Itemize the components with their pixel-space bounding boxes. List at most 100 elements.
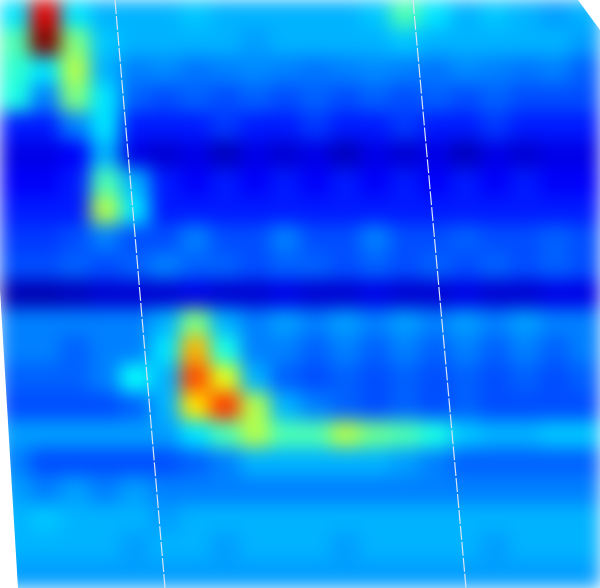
- heatmap-cell: [60, 560, 91, 588]
- heatmap-cell: [540, 28, 571, 57]
- heatmap-cell: [300, 0, 331, 29]
- heatmap-cell: [210, 448, 241, 477]
- heatmap-cell: [60, 308, 91, 337]
- heatmap-cell: [270, 532, 301, 561]
- heatmap-cell: [420, 112, 451, 141]
- heatmap-cell: [90, 56, 121, 85]
- heatmap-cell: [540, 364, 571, 393]
- heatmap-cell: [360, 448, 391, 477]
- heatmap-cell: [90, 168, 121, 197]
- heatmap-cell: [360, 224, 391, 253]
- heatmap-cell: [450, 224, 481, 253]
- heatmap-cell: [0, 28, 31, 57]
- heatmap-cell: [330, 56, 361, 85]
- heatmap-cell: [420, 28, 451, 57]
- heatmap-cell: [180, 420, 211, 449]
- heatmap-cell: [330, 392, 361, 421]
- heatmap-cell: [330, 224, 361, 253]
- heatmap-cell: [150, 532, 181, 561]
- heatmap-cell: [270, 504, 301, 533]
- heatmap-cell: [510, 28, 541, 57]
- heatmap-cell: [120, 252, 151, 281]
- heatmap-cell: [120, 308, 151, 337]
- heatmap-cell: [30, 112, 61, 141]
- heatmap-cell: [120, 504, 151, 533]
- heatmap-cell: [30, 168, 61, 197]
- heatmap-cell: [150, 280, 181, 309]
- heatmap-cell: [300, 504, 331, 533]
- heatmap-cell: [360, 364, 391, 393]
- heatmap-cell: [360, 532, 391, 561]
- heatmap-cell: [150, 476, 181, 505]
- heatmap-cell: [420, 420, 451, 449]
- heatmap-cell: [330, 504, 361, 533]
- heatmap-cell: [30, 336, 61, 365]
- heatmap-cell: [510, 448, 541, 477]
- heatmap-cell: [120, 448, 151, 477]
- heatmap-cell: [90, 196, 121, 225]
- heatmap-cell: [60, 112, 91, 141]
- heatmap-cell: [210, 420, 241, 449]
- heatmap-cell: [240, 420, 271, 449]
- heatmap-cell: [0, 336, 31, 365]
- heatmap-cell: [210, 560, 241, 588]
- heatmap-cell: [300, 476, 331, 505]
- heatmap-cell: [30, 56, 61, 85]
- heatmap-cell: [570, 112, 600, 141]
- heatmap-cell: [90, 252, 121, 281]
- heatmap-cell: [360, 308, 391, 337]
- heatmap-cell: [420, 84, 451, 113]
- heatmap-cell: [300, 252, 331, 281]
- heatmap-cell: [210, 532, 241, 561]
- heatmap-cell: [270, 196, 301, 225]
- heatmap-cell: [450, 420, 481, 449]
- heatmap-cell: [180, 0, 211, 29]
- heatmap-cell: [570, 504, 600, 533]
- heatmap-cell: [510, 560, 541, 588]
- heatmap-cell: [510, 56, 541, 85]
- heatmap-cell: [150, 364, 181, 393]
- heatmap-cell: [270, 476, 301, 505]
- heatmap-cell: [480, 420, 511, 449]
- heatmap-cell: [390, 224, 421, 253]
- heatmap-cell: [420, 476, 451, 505]
- heatmap-cell: [270, 168, 301, 197]
- heatmap-cell: [570, 28, 600, 57]
- heatmap-cell: [30, 84, 61, 113]
- heatmap-cell: [210, 56, 241, 85]
- heatmap-cell: [270, 448, 301, 477]
- heatmap-cell: [240, 448, 271, 477]
- heatmap-cell: [450, 112, 481, 141]
- heatmap-cell: [30, 364, 61, 393]
- heatmap-cell: [330, 140, 361, 169]
- heatmap-cell: [0, 308, 31, 337]
- heatmap-cell: [540, 56, 571, 85]
- heatmap-cell: [30, 252, 61, 281]
- heatmap-cell: [240, 28, 271, 57]
- heatmap-cell: [540, 196, 571, 225]
- heatmap-cell: [480, 448, 511, 477]
- heatmap-cell: [360, 84, 391, 113]
- heatmap-cell: [300, 56, 331, 85]
- heatmap-cell: [420, 504, 451, 533]
- heatmap-cell: [150, 504, 181, 533]
- heatmap-cell: [270, 280, 301, 309]
- heatmap-cell: [450, 532, 481, 561]
- heatmap-cell: [240, 308, 271, 337]
- heatmap-cell: [150, 560, 181, 588]
- heatmap-cell: [300, 560, 331, 588]
- heatmap-cell: [150, 420, 181, 449]
- heatmap-cell: [510, 112, 541, 141]
- heatmap-cell: [180, 56, 211, 85]
- heatmap-cell: [180, 252, 211, 281]
- heatmap-cell: [570, 196, 600, 225]
- heatmap-cell: [480, 560, 511, 588]
- heatmap-cell: [360, 336, 391, 365]
- heatmap-cell: [510, 364, 541, 393]
- heatmap-cell: [480, 112, 511, 141]
- heatmap-cell: [480, 0, 511, 29]
- heatmap-cell: [120, 532, 151, 561]
- heatmap-cell: [180, 532, 211, 561]
- heatmap-cell: [390, 168, 421, 197]
- heatmap-cell: [210, 476, 241, 505]
